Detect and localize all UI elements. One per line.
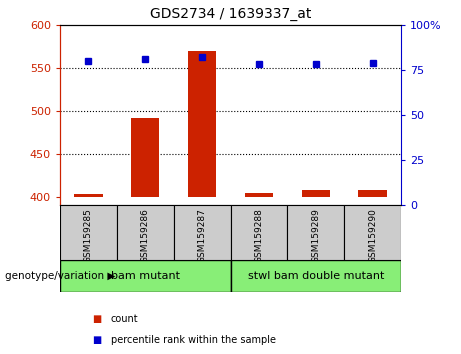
Bar xyxy=(344,205,401,260)
Bar xyxy=(60,260,230,292)
Text: percentile rank within the sample: percentile rank within the sample xyxy=(111,335,276,345)
Bar xyxy=(60,205,117,260)
Bar xyxy=(131,118,160,197)
Title: GDS2734 / 1639337_at: GDS2734 / 1639337_at xyxy=(150,7,311,21)
Text: GSM159285: GSM159285 xyxy=(84,208,93,263)
Bar xyxy=(358,190,387,197)
Text: GSM159289: GSM159289 xyxy=(311,208,320,263)
Text: GSM159288: GSM159288 xyxy=(254,208,263,263)
Bar xyxy=(230,260,401,292)
Bar xyxy=(287,205,344,260)
Text: GSM159290: GSM159290 xyxy=(368,208,377,263)
Text: stwl bam double mutant: stwl bam double mutant xyxy=(248,271,384,281)
Text: genotype/variation ▶: genotype/variation ▶ xyxy=(5,271,115,281)
Text: GSM159286: GSM159286 xyxy=(141,208,150,263)
Text: GSM159287: GSM159287 xyxy=(198,208,207,263)
Bar xyxy=(230,205,287,260)
Bar xyxy=(74,194,102,197)
Text: ■: ■ xyxy=(92,335,101,345)
Bar xyxy=(301,190,330,197)
Bar xyxy=(117,205,174,260)
Text: ■: ■ xyxy=(92,314,101,324)
Bar xyxy=(188,51,216,197)
Bar xyxy=(245,193,273,197)
Text: bam mutant: bam mutant xyxy=(111,271,180,281)
Bar xyxy=(174,205,230,260)
Text: count: count xyxy=(111,314,138,324)
